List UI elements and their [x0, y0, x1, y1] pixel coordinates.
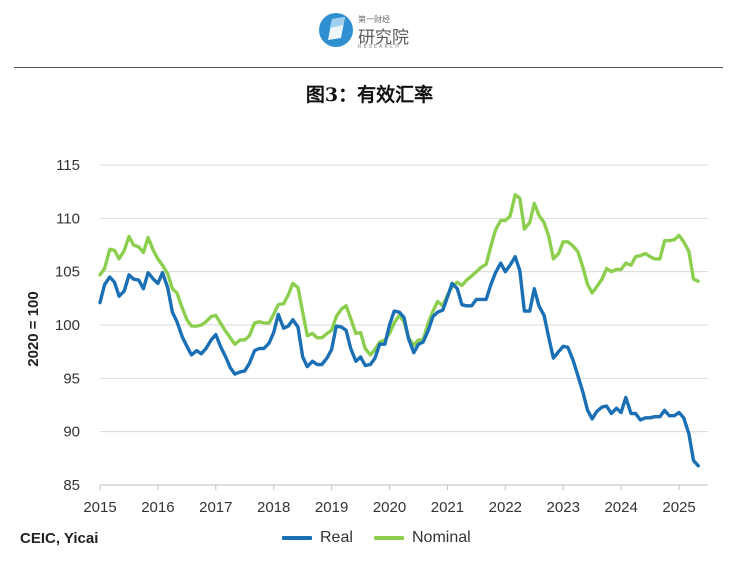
y-tick-label: 115: [56, 157, 80, 174]
source-note: CEIC, Yicai: [20, 530, 99, 547]
legend-real-swatch: [282, 536, 312, 540]
x-tick-labels: 2015 2016 2017 2018 2019 2020 2021 2022 2023 2024…: [83, 485, 696, 516]
legend-nominal-label: Nominal: [412, 529, 471, 546]
x-tick-label: 2018: [257, 499, 290, 516]
figure-title: 图3：有效汇率: [305, 84, 434, 106]
yicai-research-logo: 第一财经 研究院 RESEARCH: [318, 10, 428, 52]
y-tick-label: 90: [63, 424, 80, 441]
x-tick-label: 2022: [489, 499, 522, 516]
logo-mark-icon: [319, 13, 353, 47]
series-lines: [98, 193, 700, 468]
grid-lines: [100, 164, 708, 433]
y-tick-label: 105: [55, 264, 80, 281]
legend-nominal: Nominal: [374, 528, 471, 548]
y-tick-label: 95: [63, 370, 80, 387]
x-tick-label: 2019: [315, 499, 348, 516]
legend-nominal-swatch: [374, 536, 404, 540]
logo-main-text: 研究院: [358, 28, 409, 48]
header-divider: [14, 67, 723, 68]
x-tick-label: 2020: [373, 499, 406, 516]
y-tick-label: 110: [56, 210, 80, 227]
y-axis-label: 2020 = 100: [25, 291, 42, 367]
x-tick-label: 2016: [141, 499, 174, 516]
x-tick-label: 2024: [604, 499, 637, 516]
logo-sub-text: RESEARCH: [358, 44, 401, 50]
x-tick-label: 2021: [431, 499, 464, 516]
logo-top-text: 第一财经: [358, 15, 390, 24]
legend-real: Real: [282, 528, 353, 548]
series-line-real: [98, 255, 700, 468]
x-tick-label: 2015: [83, 499, 116, 516]
y-tick-label: 85: [63, 477, 80, 494]
legend-real-label: Real: [320, 529, 353, 546]
series-line-nominal: [98, 193, 700, 357]
y-tick-label: 100: [55, 317, 80, 334]
x-tick-label: 2017: [199, 499, 232, 516]
x-tick-label: 2025: [662, 499, 695, 516]
x-tick-label: 2023: [547, 499, 580, 516]
y-tick-labels: 85 90 95 100 105 110 115: [55, 157, 80, 494]
